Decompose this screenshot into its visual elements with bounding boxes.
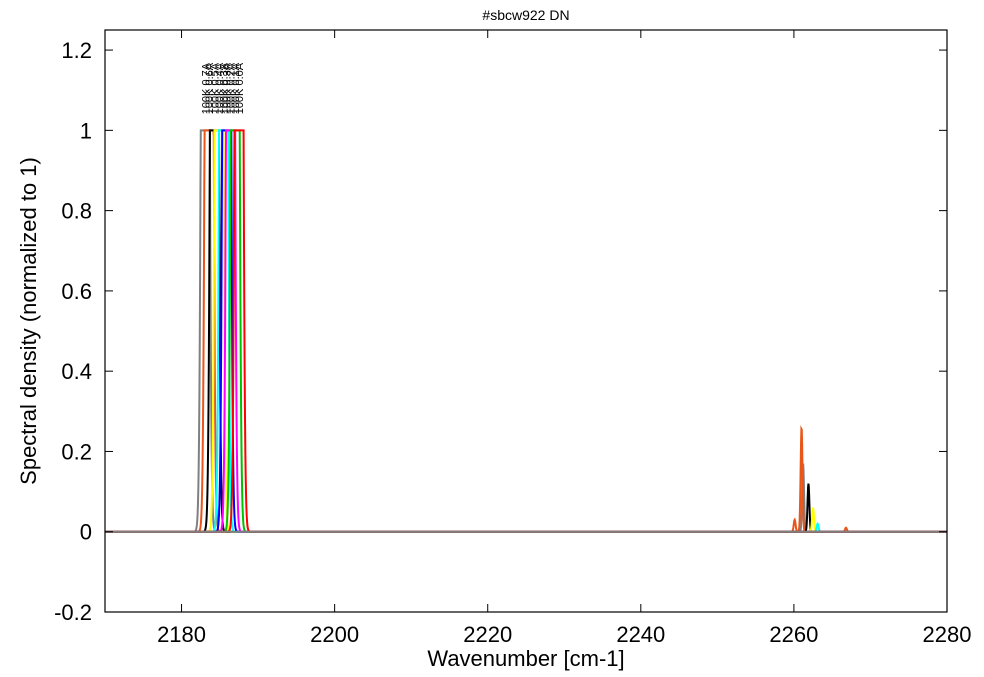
y-tick-label: 1 [80,118,92,143]
peak-label: 100K 0.4A [214,62,226,114]
x-tick-label: 2180 [157,622,206,647]
x-tick-label: 2280 [923,622,972,647]
peak-label: 100K 0.1A [230,62,242,114]
y-axis-title: Spectral density (normalized to 1) [16,157,41,485]
y-tick-label: 0.8 [61,199,92,224]
y-tick-label: 0.6 [61,279,92,304]
chart-title: #sbcw922 DN [482,7,569,23]
axis-ticks: 2180 2200 2220 2240 2260 2280 -0.2 0 0.2 0.4 0.6 0.… [54,30,971,647]
peak-label: 100K 0.7A [200,62,212,114]
x-tick-label: 2220 [463,622,512,647]
peak-label: 100K 0.0A [234,62,246,114]
y-tick-label: -0.2 [54,600,92,625]
series-layer [105,129,947,533]
x-tick-label: 2260 [769,622,818,647]
peak-label: 100K 0.5A [210,62,222,114]
y-tick-label: 0.2 [61,439,92,464]
peak-label: 100K 0.3A [222,62,234,114]
y-tick-label: 1.2 [61,38,92,63]
peak-label: 100K 0.3A [219,62,231,114]
plot-frame [104,29,948,613]
peak-label: 100K 0.6A [204,62,216,114]
y-tick-label: 0 [80,520,92,545]
x-tick-label: 2240 [616,622,665,647]
y-tick-label: 0.4 [61,359,92,384]
x-axis-title: Wavenumber [cm-1] [427,646,624,671]
x-tick-label: 2200 [310,622,359,647]
peak-label: 100K 0.2A [226,62,238,114]
